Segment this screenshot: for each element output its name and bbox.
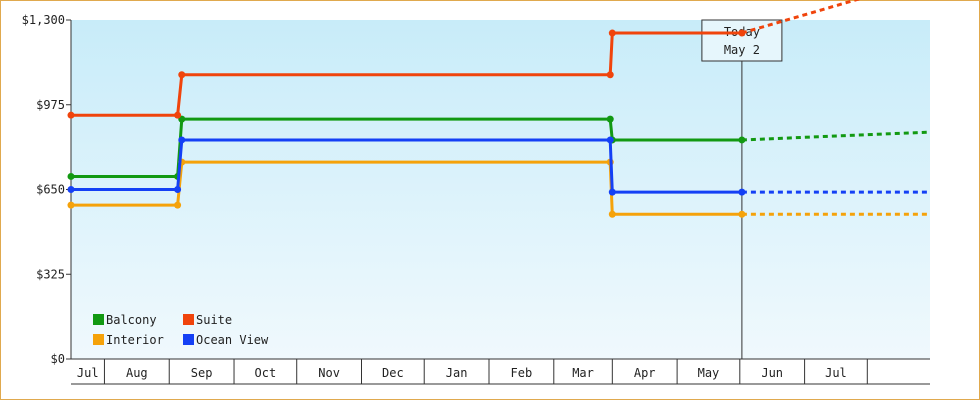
data-point	[738, 188, 746, 196]
plot-area	[71, 20, 930, 359]
y-tick-label: $0	[51, 352, 65, 366]
x-tick-label: Jul	[77, 366, 99, 380]
y-tick-label: $325	[36, 267, 65, 281]
data-point	[608, 29, 616, 37]
series-ocean-view	[67, 136, 930, 196]
series-line-interior	[71, 160, 742, 216]
today-label-box	[701, 19, 783, 62]
x-tick-label: May	[698, 366, 720, 380]
legend-swatch	[93, 334, 104, 345]
y-tick-label: $975	[36, 98, 65, 112]
x-tick-label: Sep	[191, 366, 213, 380]
y-tick-label: $650	[36, 183, 65, 197]
y-tick-label: $1,300	[22, 13, 65, 27]
data-point	[738, 210, 746, 218]
x-axis: Jul Aug Sep Oct Nov Dec Jan Feb Mar Apr May Jun Jul	[71, 358, 930, 385]
series-forecast-line-suite	[741, 0, 861, 35]
x-tick-label: Dec	[382, 366, 404, 380]
data-point	[178, 71, 186, 79]
series-layer	[67, 0, 931, 218]
x-tick-label: Feb	[511, 366, 533, 380]
data-point	[606, 136, 614, 144]
legend: Balcony Suite Interior Ocean View	[93, 313, 269, 347]
data-point	[67, 172, 75, 180]
x-tick-label: Jul	[825, 366, 847, 380]
legend-swatch	[183, 314, 194, 325]
legend-label: Ocean View	[196, 333, 269, 347]
legend-label: Suite	[196, 313, 232, 327]
legend-label: Interior	[106, 333, 164, 347]
data-point	[174, 186, 182, 193]
today-date-label: May 2	[724, 43, 760, 57]
data-point	[738, 29, 746, 37]
series-line-suite	[71, 31, 742, 117]
y-axis: $0 $325 $650 $975 $1,300	[22, 13, 72, 366]
data-point	[606, 115, 614, 123]
data-point	[178, 136, 186, 144]
series-line-ocean-view	[71, 138, 742, 194]
data-point	[67, 186, 75, 193]
series-suite	[67, 0, 861, 119]
data-point	[738, 136, 746, 144]
data-point	[174, 201, 182, 209]
legend-label: Balcony	[106, 313, 157, 327]
x-tick-label: Nov	[318, 366, 340, 380]
data-point	[67, 201, 75, 209]
series-interior	[67, 158, 930, 218]
data-point	[67, 111, 75, 119]
today-marker: Today May 2	[701, 19, 783, 359]
x-tick-label: Aug	[126, 366, 148, 380]
x-tick-label: Mar	[572, 366, 594, 380]
series-line-balcony	[71, 117, 742, 178]
data-point	[174, 111, 182, 119]
data-point	[606, 71, 614, 79]
legend-swatch	[93, 314, 104, 325]
x-tick-label: Jun	[761, 366, 783, 380]
x-tick-label: Oct	[255, 366, 277, 380]
x-tick-label: Apr	[634, 366, 656, 380]
series-forecast-line-balcony	[741, 130, 931, 142]
legend-swatch	[183, 334, 194, 345]
x-tick-label: Jan	[446, 366, 468, 380]
data-point	[608, 188, 616, 196]
data-point	[608, 210, 616, 218]
